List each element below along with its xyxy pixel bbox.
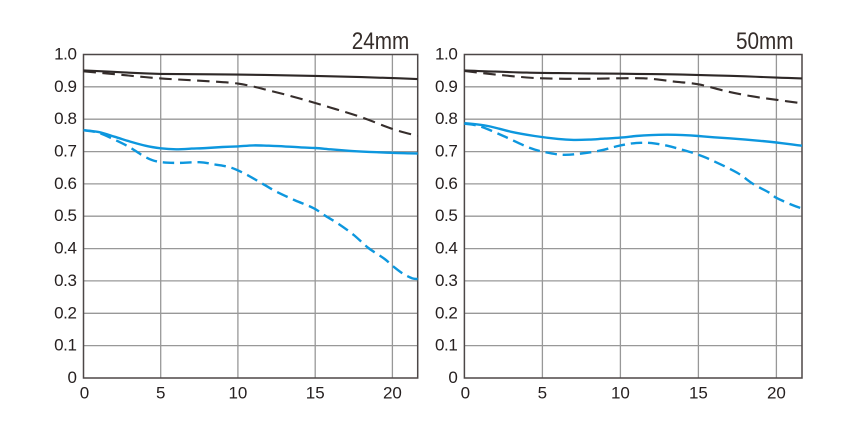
svg-text:0.3: 0.3 — [435, 271, 457, 290]
svg-text:24mm: 24mm — [352, 28, 410, 55]
svg-text:1.0: 1.0 — [54, 45, 76, 64]
svg-text:5: 5 — [156, 384, 165, 403]
svg-text:0.7: 0.7 — [54, 142, 76, 161]
svg-text:15: 15 — [306, 384, 325, 403]
svg-text:20: 20 — [383, 384, 402, 403]
svg-text:0: 0 — [67, 368, 76, 387]
svg-text:0.2: 0.2 — [435, 303, 457, 322]
svg-text:0.5: 0.5 — [54, 206, 76, 225]
svg-text:5: 5 — [538, 384, 547, 403]
svg-text:10: 10 — [228, 384, 247, 403]
svg-text:10: 10 — [611, 384, 630, 403]
svg-text:0.4: 0.4 — [435, 239, 457, 258]
svg-text:0: 0 — [448, 368, 457, 387]
svg-text:20: 20 — [767, 384, 786, 403]
svg-text:50mm: 50mm — [736, 28, 794, 55]
svg-text:0.1: 0.1 — [435, 336, 457, 355]
svg-text:0.8: 0.8 — [54, 109, 76, 128]
svg-text:15: 15 — [689, 384, 708, 403]
svg-text:0.9: 0.9 — [435, 77, 457, 96]
svg-text:0.8: 0.8 — [435, 109, 457, 128]
svg-text:0.4: 0.4 — [54, 239, 76, 258]
svg-text:0.9: 0.9 — [54, 77, 76, 96]
svg-text:0.7: 0.7 — [435, 142, 457, 161]
svg-text:0.2: 0.2 — [54, 303, 76, 322]
svg-text:0.6: 0.6 — [54, 174, 76, 193]
svg-text:0: 0 — [461, 384, 470, 403]
svg-text:0.6: 0.6 — [435, 174, 457, 193]
svg-text:0.5: 0.5 — [435, 206, 457, 225]
svg-text:0.3: 0.3 — [54, 271, 76, 290]
svg-text:1.0: 1.0 — [435, 45, 457, 64]
svg-text:0: 0 — [80, 384, 89, 403]
svg-text:0.1: 0.1 — [54, 336, 76, 355]
